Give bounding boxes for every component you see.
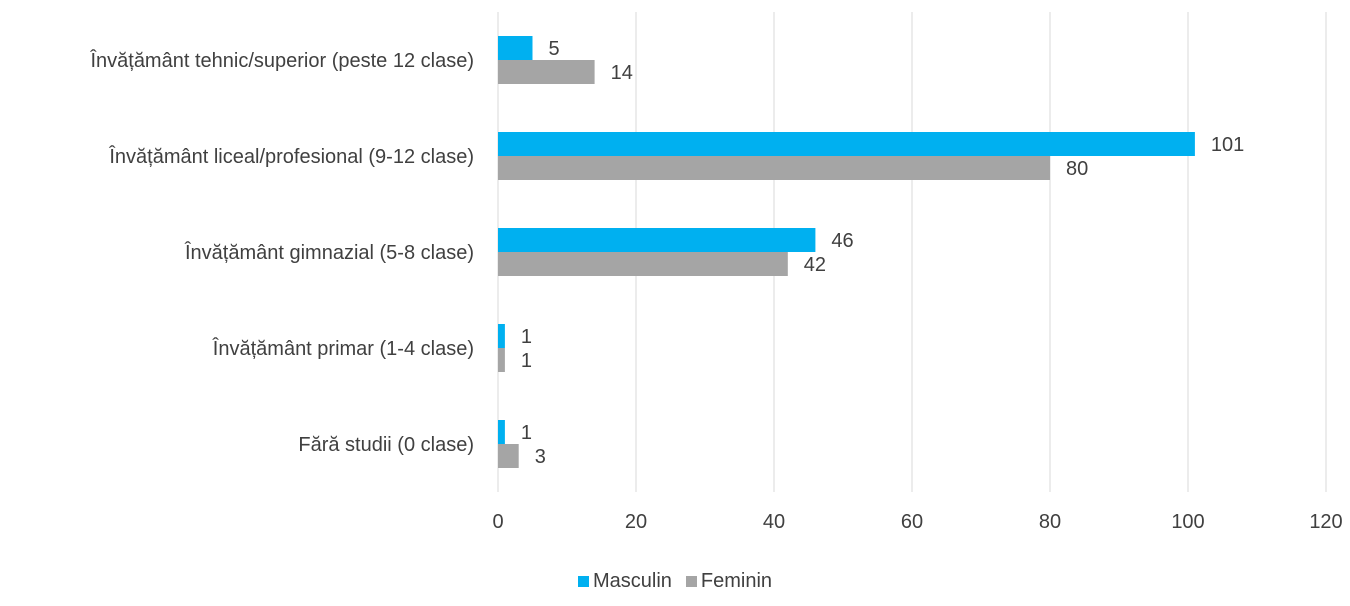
bar-masculin-4 xyxy=(498,420,505,444)
category-label-4: Fără studii (0 clase) xyxy=(298,434,474,456)
bar-masculin-3 xyxy=(498,324,505,348)
data-label-masculin-3: 1 xyxy=(521,326,532,348)
data-label-feminin-1: 80 xyxy=(1066,158,1088,180)
category-label-2: Învățământ gimnazial (5-8 clase) xyxy=(184,241,474,264)
category-label-0: Învățământ tehnic/superior (peste 12 cla… xyxy=(89,49,474,72)
legend-item-feminin: Feminin xyxy=(685,570,773,593)
bar-feminin-2 xyxy=(498,252,788,276)
data-label-masculin-4: 1 xyxy=(521,422,532,444)
data-label-masculin-0: 5 xyxy=(549,38,560,60)
data-label-feminin-4: 3 xyxy=(535,446,546,468)
bar-feminin-4 xyxy=(498,444,519,468)
x-tick-label-120: 120 xyxy=(1309,511,1342,533)
bar-feminin-0 xyxy=(498,60,595,84)
bar-masculin-2 xyxy=(498,228,816,252)
legend-item-masculin: Masculin xyxy=(577,570,672,593)
data-label-feminin-3: 1 xyxy=(521,350,532,372)
x-tick-label-20: 20 xyxy=(625,511,647,533)
legend-swatch-masculin xyxy=(577,576,589,587)
category-label-3: Învățământ primar (1-4 clase) xyxy=(212,337,474,360)
legend-swatch-feminin xyxy=(685,576,697,587)
bar-feminin-3 xyxy=(498,348,505,372)
x-tick-label-100: 100 xyxy=(1171,511,1204,533)
bar-feminin-1 xyxy=(498,156,1050,180)
legend-label-feminin: Feminin xyxy=(700,570,773,592)
x-tick-label-40: 40 xyxy=(763,511,785,533)
data-label-masculin-2: 46 xyxy=(831,230,853,252)
x-tick-label-60: 60 xyxy=(901,511,923,533)
legend-label-masculin: Masculin xyxy=(592,570,672,592)
data-label-masculin-1: 101 xyxy=(1211,134,1244,156)
x-tick-label-0: 0 xyxy=(492,511,503,533)
x-tick-label-80: 80 xyxy=(1039,511,1061,533)
legend: Masculin Feminin xyxy=(0,570,1350,593)
bar-masculin-1 xyxy=(498,132,1195,156)
data-label-feminin-0: 14 xyxy=(611,62,633,84)
category-label-1: Învățământ liceal/profesional (9-12 clas… xyxy=(108,145,474,168)
data-label-feminin-2: 42 xyxy=(804,254,826,276)
bar-masculin-0 xyxy=(498,36,533,60)
